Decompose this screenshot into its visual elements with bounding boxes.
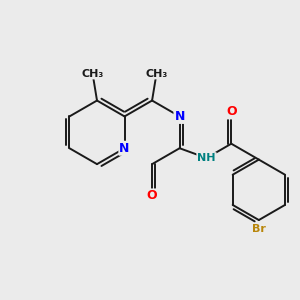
- Text: N: N: [119, 142, 130, 155]
- Text: O: O: [147, 189, 158, 203]
- Text: CH₃: CH₃: [146, 68, 168, 79]
- Text: O: O: [226, 105, 237, 119]
- Text: NH: NH: [197, 153, 216, 163]
- Text: N: N: [174, 110, 185, 123]
- Text: Br: Br: [252, 224, 266, 234]
- Text: CH₃: CH₃: [82, 68, 104, 79]
